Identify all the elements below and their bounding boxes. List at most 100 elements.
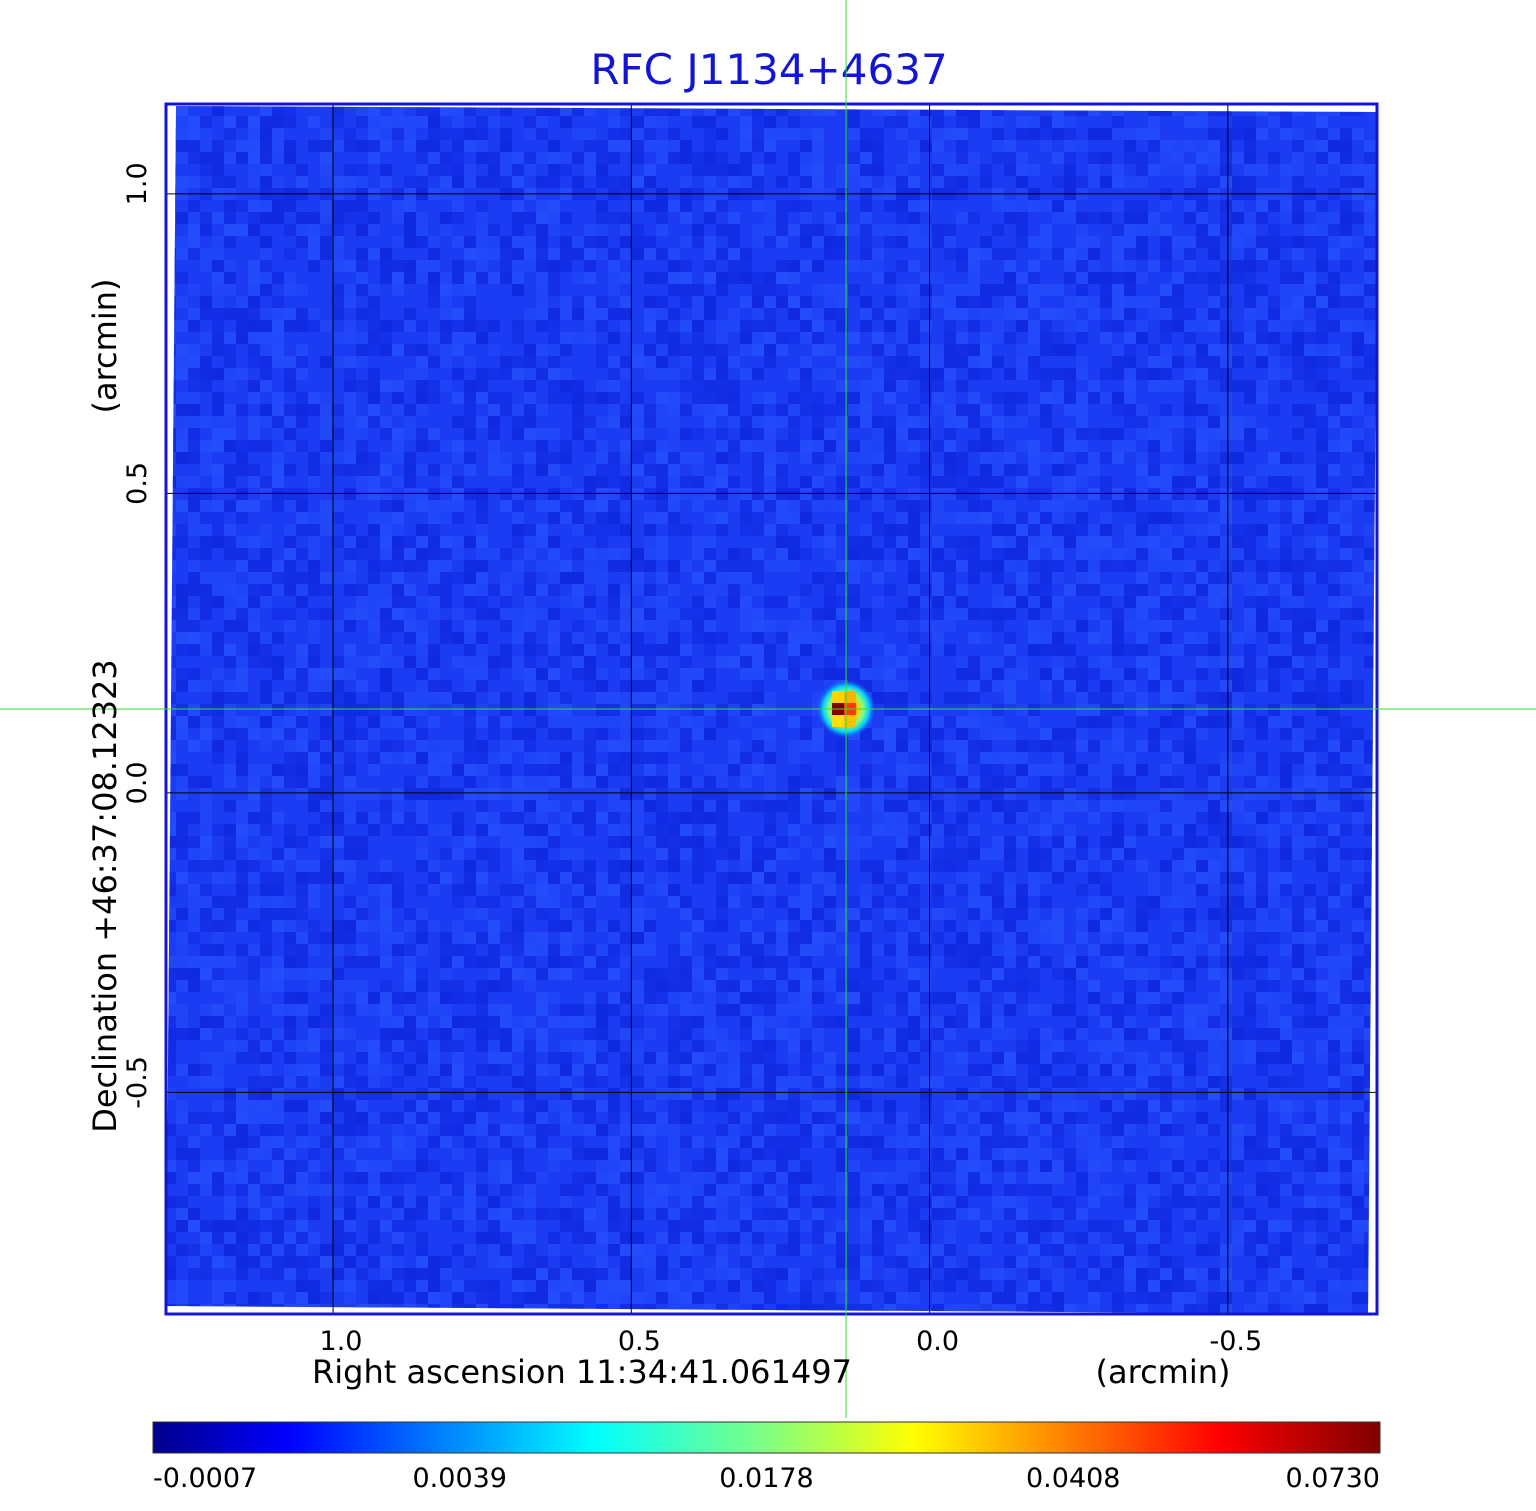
noise-cell bbox=[608, 836, 620, 848]
noise-cell bbox=[716, 106, 728, 116]
noise-cell bbox=[416, 968, 428, 980]
noise-cell bbox=[788, 776, 800, 788]
noise-cell bbox=[1160, 224, 1172, 236]
noise-cell bbox=[1148, 908, 1160, 920]
noise-cell bbox=[596, 764, 608, 776]
noise-cell bbox=[932, 272, 944, 284]
noise-cell bbox=[536, 200, 548, 212]
noise-cell bbox=[1280, 236, 1292, 248]
noise-cell bbox=[824, 836, 836, 848]
noise-cell bbox=[248, 296, 260, 308]
noise-cell bbox=[668, 392, 680, 404]
noise-cell bbox=[476, 704, 488, 716]
noise-cell bbox=[656, 848, 668, 860]
noise-cell bbox=[704, 392, 716, 404]
noise-cell bbox=[1040, 668, 1052, 680]
noise-cell bbox=[1232, 128, 1244, 140]
noise-cell bbox=[1124, 344, 1136, 356]
noise-cell bbox=[1052, 368, 1064, 380]
noise-cell bbox=[1004, 896, 1016, 908]
noise-cell bbox=[944, 764, 956, 776]
noise-cell bbox=[932, 404, 944, 416]
noise-cell bbox=[1124, 716, 1136, 728]
noise-cell bbox=[980, 788, 992, 800]
noise-cell bbox=[860, 968, 872, 980]
noise-cell bbox=[428, 236, 440, 248]
noise-cell bbox=[428, 464, 440, 476]
noise-cell bbox=[1316, 368, 1328, 380]
noise-cell bbox=[944, 368, 956, 380]
noise-cell bbox=[1316, 764, 1328, 776]
noise-cell bbox=[1352, 692, 1364, 704]
noise-cell bbox=[1028, 164, 1040, 176]
noise-cell bbox=[452, 764, 464, 776]
noise-cell bbox=[932, 164, 944, 176]
noise-cell bbox=[1124, 800, 1136, 812]
noise-cell bbox=[632, 620, 644, 632]
noise-cell bbox=[668, 404, 680, 416]
noise-cell bbox=[200, 116, 212, 128]
noise-cell bbox=[248, 620, 260, 632]
noise-cell bbox=[416, 836, 428, 848]
noise-cell bbox=[680, 908, 692, 920]
noise-cell bbox=[368, 632, 380, 644]
noise-cell bbox=[956, 452, 968, 464]
noise-cell bbox=[224, 692, 236, 704]
noise-cell bbox=[1136, 200, 1148, 212]
noise-cell bbox=[296, 572, 308, 584]
noise-cell bbox=[800, 164, 812, 176]
noise-cell bbox=[1196, 668, 1208, 680]
noise-cell bbox=[920, 272, 932, 284]
noise-cell bbox=[968, 704, 980, 716]
noise-cell bbox=[1244, 476, 1256, 488]
noise-cell bbox=[248, 152, 260, 164]
noise-cell bbox=[512, 836, 524, 848]
noise-cell bbox=[212, 524, 224, 536]
noise-cell bbox=[1100, 368, 1112, 380]
noise-cell bbox=[176, 584, 188, 596]
noise-cell bbox=[728, 560, 740, 572]
noise-cell bbox=[404, 272, 416, 284]
noise-cell bbox=[1232, 212, 1244, 224]
noise-cell bbox=[344, 800, 356, 812]
noise-cell bbox=[824, 644, 836, 656]
noise-cell bbox=[632, 668, 644, 680]
noise-cell bbox=[932, 356, 944, 368]
noise-cell bbox=[404, 596, 416, 608]
noise-cell bbox=[1160, 356, 1172, 368]
noise-cell bbox=[824, 236, 836, 248]
noise-cell bbox=[704, 176, 716, 188]
noise-cell bbox=[680, 260, 692, 272]
noise-cell bbox=[332, 692, 344, 704]
noise-cell bbox=[980, 164, 992, 176]
noise-cell bbox=[644, 524, 656, 536]
noise-cell bbox=[1184, 368, 1196, 380]
noise-cell bbox=[476, 596, 488, 608]
noise-cell bbox=[224, 836, 236, 848]
noise-cell bbox=[1112, 356, 1124, 368]
noise-cell bbox=[1220, 404, 1232, 416]
noise-cell bbox=[872, 464, 884, 476]
noise-cell bbox=[1016, 704, 1028, 716]
noise-cell bbox=[632, 704, 644, 716]
noise-cell bbox=[800, 512, 812, 524]
noise-cell bbox=[536, 368, 548, 380]
noise-cell bbox=[968, 476, 980, 488]
noise-cell bbox=[884, 716, 896, 728]
noise-cell bbox=[176, 788, 188, 800]
noise-cell bbox=[1124, 788, 1136, 800]
noise-cell bbox=[1340, 140, 1352, 152]
noise-cell bbox=[668, 980, 680, 992]
noise-cell bbox=[932, 632, 944, 644]
noise-cell bbox=[860, 476, 872, 488]
noise-cell bbox=[272, 404, 284, 416]
noise-cell bbox=[1196, 368, 1208, 380]
noise-cell bbox=[704, 296, 716, 308]
noise-cell bbox=[788, 716, 800, 728]
noise-cell bbox=[1160, 620, 1172, 632]
noise-cell bbox=[848, 332, 860, 344]
noise-cell bbox=[812, 632, 824, 644]
noise-cell bbox=[416, 620, 428, 632]
noise-cell bbox=[788, 788, 800, 800]
noise-cell bbox=[560, 116, 572, 128]
